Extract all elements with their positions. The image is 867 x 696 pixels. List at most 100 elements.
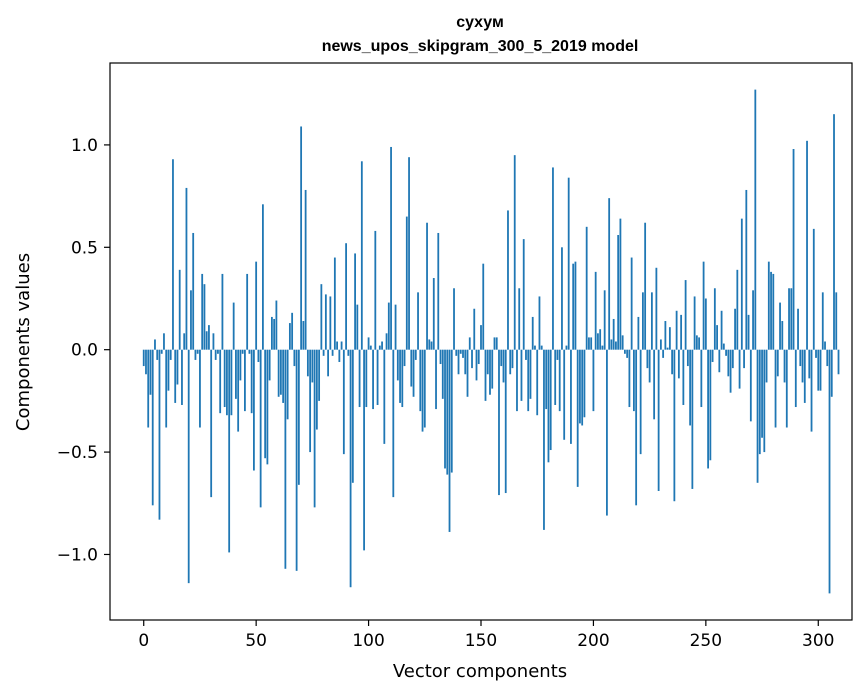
bar <box>597 333 599 350</box>
bar <box>797 308 799 350</box>
bar <box>297 349 300 485</box>
bar <box>734 308 736 350</box>
bar <box>435 349 437 410</box>
bar <box>446 349 449 475</box>
bar <box>279 349 282 395</box>
bar <box>626 349 629 358</box>
bar <box>320 284 323 350</box>
bar <box>624 349 626 354</box>
bar <box>185 187 188 350</box>
bar <box>779 302 781 350</box>
bar <box>199 349 201 428</box>
bar <box>160 349 163 354</box>
bar <box>635 349 638 506</box>
bar <box>158 349 161 520</box>
bar <box>603 290 606 350</box>
bar <box>765 349 768 383</box>
bar <box>747 314 750 350</box>
bar <box>365 349 368 408</box>
bar <box>192 232 195 350</box>
bar <box>412 349 415 397</box>
bar <box>781 321 784 350</box>
bar <box>538 296 541 350</box>
bar <box>342 349 345 455</box>
bar <box>232 302 235 350</box>
bar <box>527 349 530 412</box>
bar <box>702 261 705 350</box>
bar <box>758 349 761 455</box>
bar <box>392 349 395 498</box>
bar <box>520 349 523 401</box>
bar <box>473 308 476 350</box>
bar <box>756 349 759 483</box>
bar <box>761 349 763 438</box>
bar <box>572 263 575 350</box>
bar <box>241 349 244 354</box>
bar <box>484 349 487 401</box>
x-tick-label: 250 <box>690 631 722 651</box>
bar <box>210 349 213 498</box>
bar <box>599 329 602 350</box>
bar <box>329 296 332 350</box>
bar <box>273 318 276 350</box>
bar <box>295 349 298 571</box>
bar <box>187 349 190 584</box>
bar <box>244 349 246 412</box>
bar <box>248 349 251 354</box>
bar <box>212 333 215 350</box>
bar <box>190 290 192 350</box>
y-tick-label: 0.5 <box>71 238 98 258</box>
bar <box>336 341 338 350</box>
bar <box>633 349 635 412</box>
bar <box>513 155 516 350</box>
bar <box>698 337 700 350</box>
bar <box>408 157 410 350</box>
bar <box>713 288 716 350</box>
bar <box>776 349 779 377</box>
bar <box>621 335 624 350</box>
bar <box>221 273 224 350</box>
bar <box>570 349 572 444</box>
bar <box>727 349 730 377</box>
bar <box>511 349 514 369</box>
bar <box>509 349 512 375</box>
bar <box>830 349 833 397</box>
bar <box>817 349 820 391</box>
bar <box>313 349 316 508</box>
bar <box>549 349 552 451</box>
bar <box>475 349 478 381</box>
bar <box>419 349 422 412</box>
bar <box>630 257 633 350</box>
bar <box>340 341 343 350</box>
bar <box>428 339 431 350</box>
bar <box>502 349 505 383</box>
bar <box>749 349 752 422</box>
bar <box>358 349 361 408</box>
bar <box>534 345 536 350</box>
bar <box>183 333 186 350</box>
bar <box>837 349 840 375</box>
bar <box>552 167 554 350</box>
bar <box>641 292 644 350</box>
bar <box>565 345 568 350</box>
bar-series <box>142 89 840 594</box>
bar <box>401 349 404 408</box>
bar <box>803 349 806 403</box>
bar <box>385 333 388 350</box>
bar <box>664 321 667 350</box>
bar <box>293 349 296 367</box>
bar <box>327 349 329 377</box>
bar <box>423 349 426 428</box>
bar <box>686 349 689 367</box>
bar <box>405 216 408 350</box>
bar <box>154 339 156 350</box>
bar <box>693 296 696 350</box>
bar <box>322 349 325 356</box>
bar <box>338 349 341 362</box>
bar <box>684 280 687 350</box>
bar <box>731 349 734 369</box>
bar <box>833 114 835 350</box>
bar <box>608 198 611 350</box>
bar <box>516 349 518 412</box>
bar <box>363 349 365 551</box>
